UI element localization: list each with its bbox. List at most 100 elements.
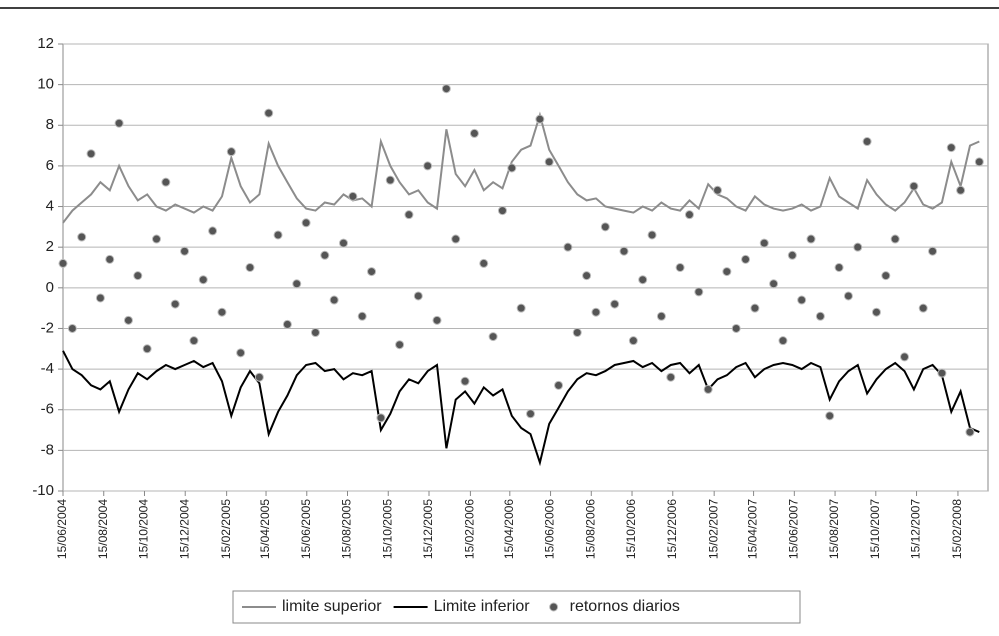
point xyxy=(77,232,87,242)
point xyxy=(769,279,779,289)
x-tick-label: 15/08/2004 xyxy=(96,499,110,559)
point xyxy=(451,234,461,244)
x-tick-label: 15/06/2005 xyxy=(299,499,313,559)
point xyxy=(731,323,741,333)
point xyxy=(348,191,358,201)
point xyxy=(310,328,320,338)
point xyxy=(628,336,638,346)
point xyxy=(722,267,732,277)
point xyxy=(703,384,713,394)
point xyxy=(133,271,143,281)
point xyxy=(180,246,190,256)
point xyxy=(329,295,339,305)
point xyxy=(825,411,835,421)
point xyxy=(619,246,629,256)
point xyxy=(778,336,788,346)
point xyxy=(694,287,704,297)
point xyxy=(189,336,199,346)
line xyxy=(62,111,980,224)
point xyxy=(647,230,657,240)
point xyxy=(497,206,507,216)
point xyxy=(928,246,938,256)
point xyxy=(254,372,264,382)
x-tick-label: 15/08/2007 xyxy=(827,499,841,559)
point xyxy=(516,303,526,313)
x-tick-label: 15/08/2005 xyxy=(340,499,354,559)
x-tick-label: 15/10/2004 xyxy=(137,499,151,559)
x-tick-label: 15/06/2004 xyxy=(55,499,69,559)
point xyxy=(198,275,208,285)
point xyxy=(806,234,816,244)
point xyxy=(301,218,311,228)
point xyxy=(376,413,386,423)
point xyxy=(123,315,133,325)
plot-area xyxy=(62,43,989,492)
point xyxy=(423,161,433,171)
x-tick-label: 15/02/2005 xyxy=(219,499,233,559)
x-tick-label: 15/04/2005 xyxy=(258,499,272,559)
point xyxy=(815,311,825,321)
point xyxy=(432,315,442,325)
point xyxy=(862,137,872,147)
x-tick-label: 15/06/2007 xyxy=(786,499,800,559)
point xyxy=(142,344,152,354)
point xyxy=(638,275,648,285)
legend-label: Limite inferior xyxy=(434,598,531,615)
point xyxy=(937,368,947,378)
point xyxy=(95,293,105,303)
point xyxy=(488,332,498,342)
point xyxy=(918,303,928,313)
point xyxy=(666,372,676,382)
point xyxy=(750,303,760,313)
point xyxy=(881,271,891,281)
x-tick-label: 15/08/2006 xyxy=(583,499,597,559)
legend-label: retornos diarios xyxy=(570,598,680,615)
y-tick-label: 2 xyxy=(46,238,54,255)
point xyxy=(834,263,844,272)
point xyxy=(900,352,910,362)
x-tick-label: 15/12/2007 xyxy=(909,499,923,559)
point xyxy=(787,250,797,260)
x-tick-label: 15/12/2005 xyxy=(421,499,435,559)
point xyxy=(759,238,769,248)
line xyxy=(62,350,980,467)
point xyxy=(404,210,414,220)
x-tick-label: 15/02/2008 xyxy=(950,499,964,559)
point xyxy=(413,291,423,301)
x-tick-label: 15/04/2006 xyxy=(502,499,516,559)
point xyxy=(282,319,292,329)
legend-box xyxy=(232,590,801,624)
point xyxy=(909,181,919,191)
y-tick-label: 12 xyxy=(37,35,54,52)
point xyxy=(479,258,489,268)
point xyxy=(292,279,302,289)
point xyxy=(797,295,807,305)
point xyxy=(273,230,283,240)
legend-label: limite superior xyxy=(282,598,382,615)
point xyxy=(591,307,601,317)
y-tick-label: 6 xyxy=(46,157,54,174)
x-tick-label: 15/12/2006 xyxy=(665,499,679,559)
y-tick-label: 4 xyxy=(46,198,54,215)
point xyxy=(460,376,470,386)
point xyxy=(853,242,863,252)
x-tick-label: 15/02/2007 xyxy=(706,499,720,559)
point xyxy=(170,299,180,309)
point xyxy=(320,250,330,260)
point xyxy=(441,84,451,94)
point xyxy=(572,328,582,338)
y-tick-label: 8 xyxy=(46,116,54,133)
point xyxy=(974,157,984,167)
point xyxy=(395,340,405,350)
x-tick-label: 15/10/2006 xyxy=(624,499,638,559)
point xyxy=(610,299,620,309)
point xyxy=(713,185,723,195)
point xyxy=(843,291,853,301)
point xyxy=(67,323,77,333)
point xyxy=(236,348,246,358)
point xyxy=(245,263,255,272)
point xyxy=(58,258,68,268)
y-tick-label: 10 xyxy=(37,76,54,93)
y-tick-label: -4 xyxy=(41,360,54,377)
